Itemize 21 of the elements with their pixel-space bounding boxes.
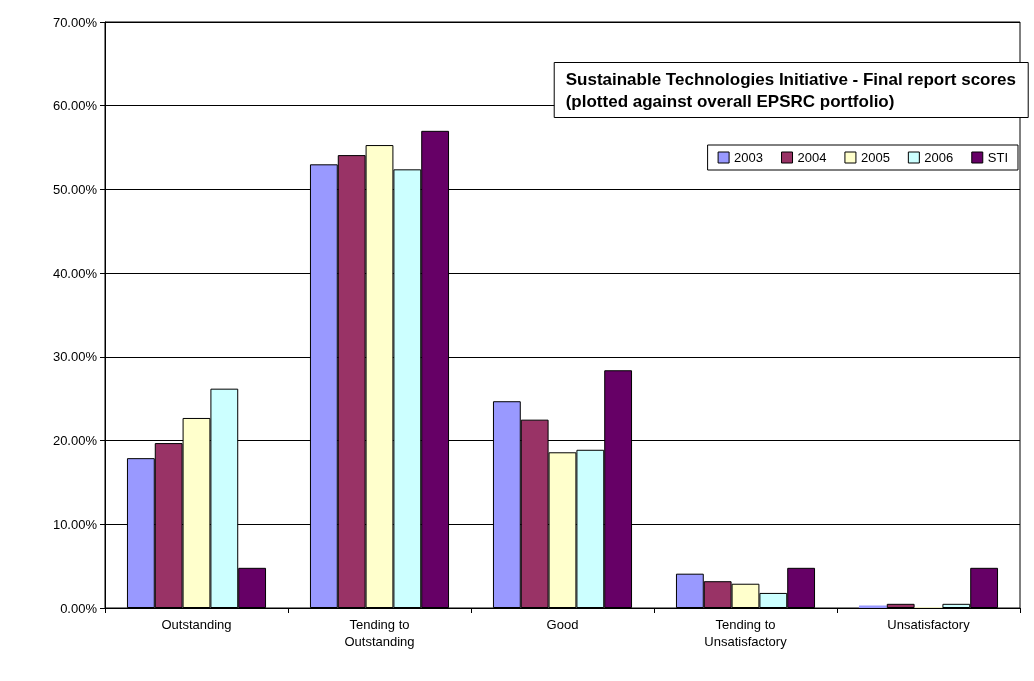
x-tick-label: Unsatisfactory xyxy=(887,617,971,632)
legend-label: 2004 xyxy=(797,150,827,165)
y-tick-label: 70.00% xyxy=(52,14,98,30)
legend-label: STI xyxy=(987,150,1009,165)
bar xyxy=(886,603,915,608)
legend-label: 2003 xyxy=(734,150,764,165)
y-tick-label: 40.00% xyxy=(52,265,98,281)
y-tick-label: 10.00% xyxy=(52,516,98,532)
x-tick-label: Good xyxy=(546,617,579,632)
legend-label: 2006 xyxy=(924,150,954,165)
bar xyxy=(858,605,887,608)
legend-label: 2005 xyxy=(860,150,890,165)
y-tick-label: 20.00% xyxy=(52,433,98,449)
text: Sustainable Technologies Initiative - Final report scores (plotted against overall EPSRC portfolio) xyxy=(565,69,1016,111)
y-tick-label: 0.00% xyxy=(60,600,98,616)
x-tick-label: Tending to Outstanding xyxy=(344,617,415,649)
y-tick-label: 60.00% xyxy=(52,98,98,114)
y-tick-label: 30.00% xyxy=(52,349,98,365)
x-tick-label: Tending to Unsatisfactory xyxy=(704,617,788,649)
y-tick-label: 50.00% xyxy=(52,181,98,197)
x-tick-label: Outstanding xyxy=(161,617,232,632)
